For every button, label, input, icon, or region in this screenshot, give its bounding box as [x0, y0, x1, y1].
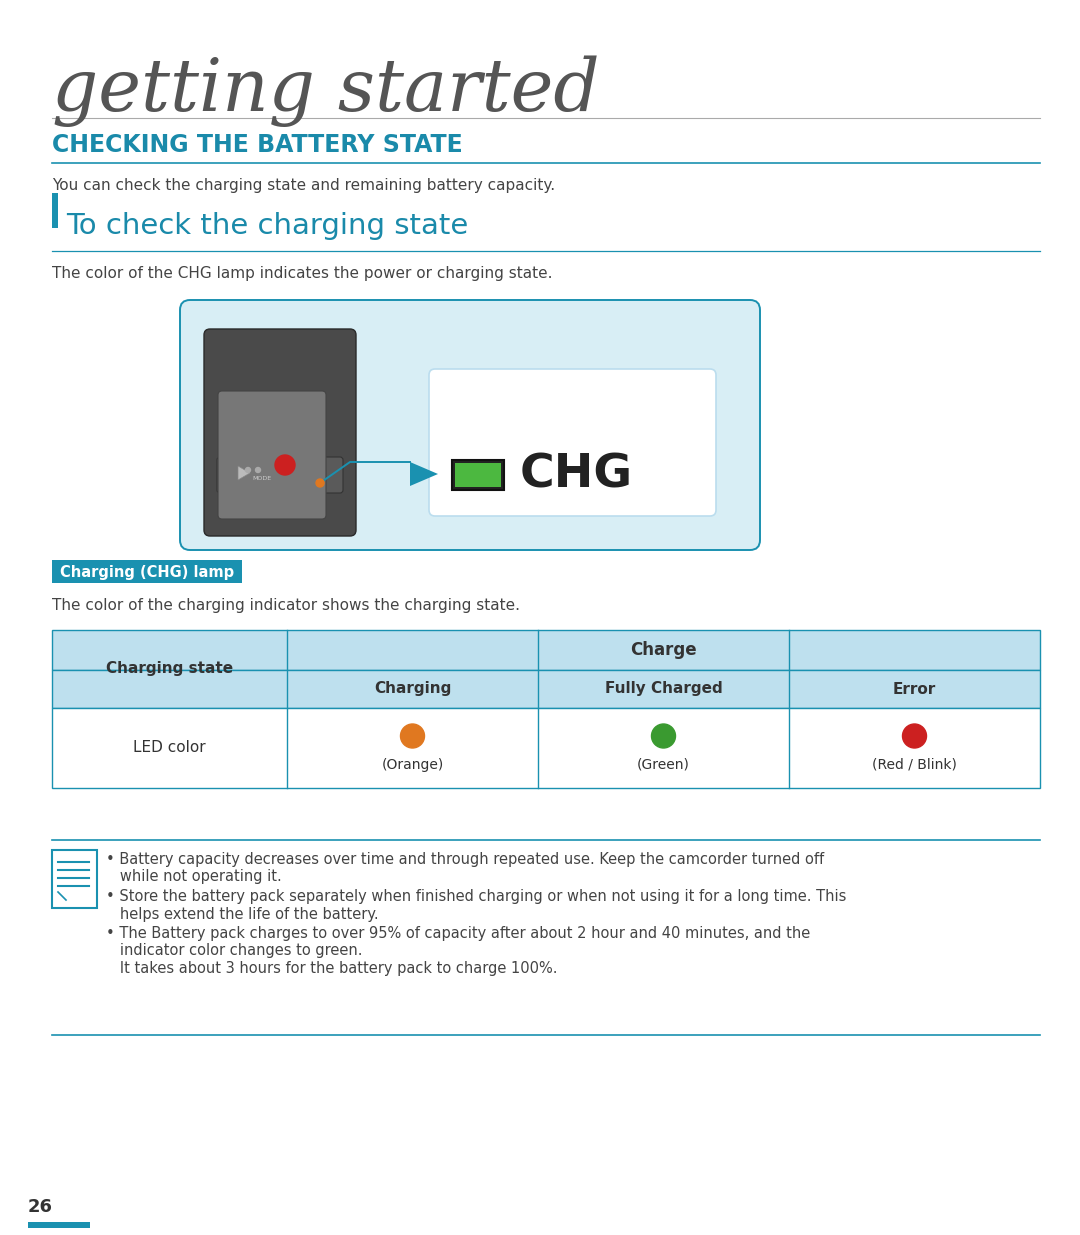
- FancyBboxPatch shape: [52, 671, 1040, 708]
- FancyBboxPatch shape: [52, 559, 242, 583]
- Text: The color of the charging indicator shows the charging state.: The color of the charging indicator show…: [52, 598, 519, 613]
- Text: • The Battery pack charges to over 95% of capacity after about 2 hour and 40 min: • The Battery pack charges to over 95% o…: [106, 926, 810, 941]
- Text: CHG: CHG: [519, 452, 633, 498]
- Text: 26: 26: [28, 1198, 53, 1216]
- Circle shape: [401, 724, 424, 748]
- Text: (Orange): (Orange): [381, 757, 444, 772]
- Text: helps extend the life of the battery.: helps extend the life of the battery.: [106, 906, 379, 921]
- FancyBboxPatch shape: [455, 463, 501, 487]
- FancyBboxPatch shape: [52, 708, 1040, 788]
- Text: indicator color changes to green.: indicator color changes to green.: [106, 944, 363, 958]
- Circle shape: [245, 468, 251, 473]
- Text: while not operating it.: while not operating it.: [106, 869, 282, 884]
- FancyBboxPatch shape: [453, 459, 504, 490]
- Polygon shape: [238, 466, 249, 480]
- Text: Error: Error: [893, 682, 936, 697]
- Text: getting started: getting started: [52, 56, 599, 126]
- Circle shape: [256, 468, 260, 473]
- FancyBboxPatch shape: [28, 1221, 90, 1228]
- FancyBboxPatch shape: [52, 850, 97, 908]
- Text: Charging: Charging: [374, 682, 451, 697]
- Text: Charging (CHG) lamp: Charging (CHG) lamp: [60, 564, 234, 579]
- Text: • Store the battery pack separately when finished charging or when not using it : • Store the battery pack separately when…: [106, 889, 847, 904]
- Text: (Green): (Green): [637, 757, 690, 772]
- Text: Fully Charged: Fully Charged: [605, 682, 723, 697]
- Text: • Battery capacity decreases over time and through repeated use. Keep the camcor: • Battery capacity decreases over time a…: [106, 852, 824, 867]
- Text: To check the charging state: To check the charging state: [66, 212, 469, 240]
- Polygon shape: [410, 462, 438, 487]
- Text: You can check the charging state and remaining battery capacity.: You can check the charging state and rem…: [52, 178, 555, 193]
- Text: MODE: MODE: [253, 475, 271, 480]
- Circle shape: [275, 454, 295, 475]
- Circle shape: [651, 724, 675, 748]
- FancyBboxPatch shape: [204, 329, 356, 536]
- Text: It takes about 3 hours for the battery pack to charge 100%.: It takes about 3 hours for the battery p…: [106, 961, 557, 976]
- Text: Charge: Charge: [631, 641, 697, 659]
- Circle shape: [316, 479, 324, 487]
- FancyBboxPatch shape: [218, 391, 326, 519]
- Text: The color of the CHG lamp indicates the power or charging state.: The color of the CHG lamp indicates the …: [52, 266, 553, 282]
- Text: LED color: LED color: [133, 741, 206, 756]
- Text: Charging state: Charging state: [106, 662, 233, 677]
- Text: CHECKING THE BATTERY STATE: CHECKING THE BATTERY STATE: [52, 133, 462, 157]
- Circle shape: [903, 724, 927, 748]
- Text: (Red / Blink): (Red / Blink): [872, 757, 957, 772]
- FancyBboxPatch shape: [180, 300, 760, 550]
- FancyBboxPatch shape: [52, 630, 1040, 671]
- FancyBboxPatch shape: [52, 193, 58, 228]
- FancyBboxPatch shape: [429, 369, 716, 516]
- FancyBboxPatch shape: [217, 457, 343, 493]
